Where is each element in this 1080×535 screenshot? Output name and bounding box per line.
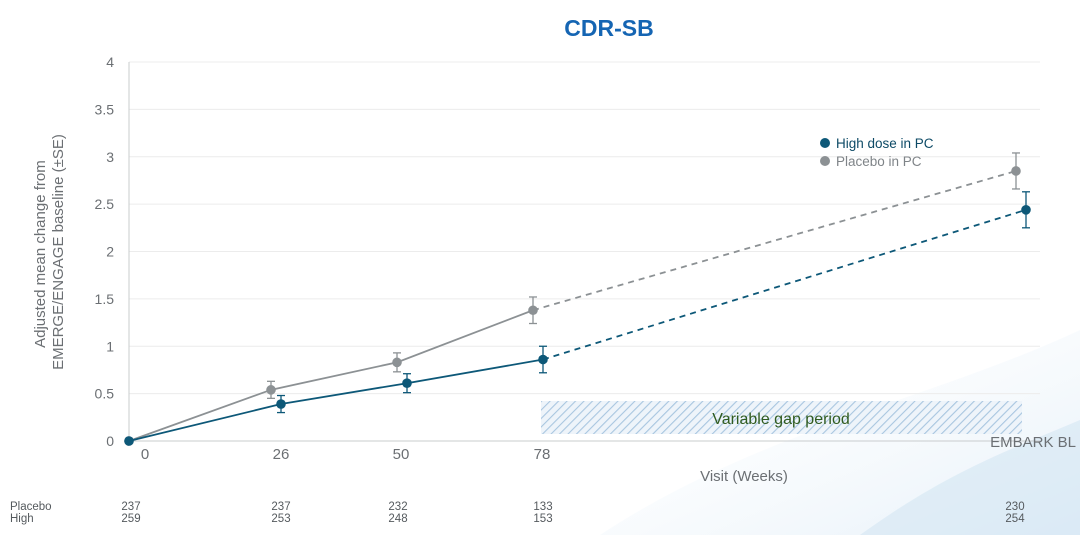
- y-tick-label: 4: [106, 54, 114, 70]
- x-tick-label: 0: [141, 446, 149, 463]
- n-at-risk-value: 230: [1005, 501, 1024, 513]
- y-tick-label: 2.5: [95, 196, 115, 212]
- y-tick-label: 1.5: [95, 291, 115, 307]
- data-point: [402, 378, 412, 389]
- y-tick-label: 0: [106, 433, 114, 449]
- y-tick-label: 0.5: [95, 386, 115, 402]
- y-tick-label: 1: [106, 338, 114, 354]
- n-at-risk-value: 253: [271, 513, 290, 525]
- legend-label-high-dose: High dose in PC: [836, 136, 934, 151]
- x-tick-labels: 0 26 50 78 EMBARK BL: [141, 434, 1076, 463]
- y-axis-label-line-1: Adjusted mean change from: [32, 160, 49, 348]
- y-tick-label: 3: [106, 149, 114, 165]
- y-tick-label: 3.5: [95, 101, 115, 117]
- n-at-risk-row-label-high: High: [10, 513, 34, 525]
- series-layer: [124, 152, 1031, 446]
- data-point: [528, 305, 538, 316]
- x-tick-label: 78: [534, 446, 551, 463]
- series-line-solid: [128, 309, 534, 442]
- legend-label-placebo: Placebo in PC: [836, 154, 922, 169]
- legend-marker-placebo: [820, 156, 830, 166]
- variable-gap-period-box: [541, 401, 1022, 434]
- n-at-risk-value: 248: [388, 513, 407, 525]
- x-tick-label: EMBARK BL: [990, 434, 1076, 451]
- legend: High dose in PC Placebo in PC: [820, 136, 934, 169]
- chart-title: CDR-SB: [564, 15, 653, 41]
- n-at-risk-table: Placebo High 237 237 232 133 230 259 253 248 153…: [10, 501, 1025, 525]
- n-at-risk-value: 259: [121, 513, 140, 525]
- series-line-dashed: [542, 208, 1027, 361]
- x-tick-label: 26: [273, 446, 290, 463]
- legend-marker-high-dose: [820, 138, 830, 148]
- data-point: [276, 399, 286, 409]
- data-point: [124, 436, 134, 446]
- series-line-dashed: [532, 170, 1017, 312]
- n-at-risk-value: 237: [271, 501, 290, 513]
- background-swoosh-2: [860, 420, 1080, 535]
- n-at-risk-value: 232: [388, 501, 407, 513]
- n-at-risk-value: 153: [533, 513, 552, 525]
- gridlines: [129, 61, 1040, 395]
- x-tick-label: 50: [393, 446, 410, 463]
- n-at-risk-row-label-placebo: Placebo: [10, 501, 52, 513]
- variable-gap-period-label: Variable gap period: [712, 411, 850, 428]
- data-point: [538, 354, 548, 365]
- n-at-risk-value: 237: [121, 501, 140, 513]
- data-point: [1011, 166, 1021, 176]
- data-point: [1021, 205, 1031, 215]
- y-axis-label: Adjusted mean change from EMERGE/ENGAGE …: [32, 134, 67, 370]
- x-axis-label: Visit (Weeks): [700, 468, 788, 485]
- y-tick-label: 2: [106, 244, 114, 260]
- data-point: [392, 357, 402, 368]
- series-line-solid: [128, 358, 544, 442]
- data-point: [266, 385, 276, 395]
- n-at-risk-value: 254: [1005, 513, 1025, 525]
- y-axis-label-line-2: EMERGE/ENGAGE baseline (±SE): [50, 134, 67, 370]
- n-at-risk-value: 133: [533, 501, 552, 513]
- y-tick-labels: 0 0.5 1 1.5 2 2.5 3 3.5 4: [95, 54, 115, 449]
